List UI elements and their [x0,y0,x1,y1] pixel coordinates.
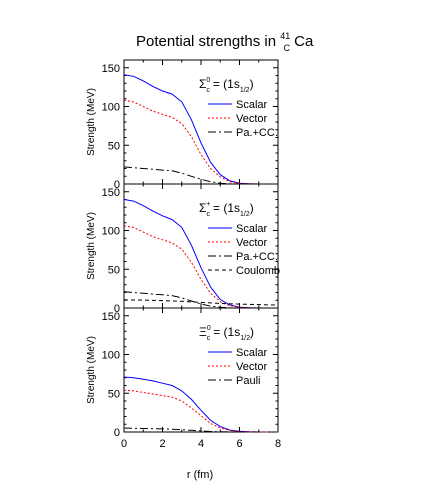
legend-label: Pauli [236,375,260,387]
y-tick-label: 150 [102,63,120,75]
series-line-scalar [123,376,278,433]
state-label: Ξ0 c = (1s1/2) [199,325,254,342]
panel-sigma-c-plus: 0 50 100 150 Strength (MeV) Σ+ c = (1s1/2) Scala… [86,183,280,315]
x-axis-label: r (fm) [187,469,213,481]
y-tick-label: 50 [108,140,120,152]
y-tick-label: 100 [102,102,120,114]
state-suffix: ) [250,325,254,339]
y-tick-label: 150 [102,311,120,323]
y-axis-label: Strength (MeV) [86,212,97,280]
state-prefix: = (1s [213,201,240,215]
series-line-vector [123,389,278,433]
legend-label: Scalar [236,223,268,235]
particle-flavor: c [207,211,211,218]
legend-label: Vector [236,361,268,373]
series-line-pauli [123,427,278,433]
x-tick-label: 4 [198,438,204,450]
x-tick-label: 8 [275,438,281,450]
legend-label: Pa.+CC. [236,127,278,139]
particle-flavor: c [207,335,211,342]
state-suffix: ) [250,201,254,215]
state-suffix: ) [250,77,254,91]
particle-symbol: Ξ [199,325,207,339]
x-tick-label: 6 [236,438,242,450]
series-line-coulomb [123,299,279,306]
y-tick-label: 0 [114,303,120,315]
figure-title-mass: 41 [280,31,290,41]
y-tick-label: 50 [108,264,120,276]
particle-charge: 0 [206,77,210,84]
legend-label: Pa.+CC. [236,251,278,263]
y-tick-label: 50 [108,388,120,400]
state-subscript: 1/2 [240,335,250,342]
state-prefix: = (1s [213,77,240,91]
particle-charge: + [206,201,210,208]
y-tick-label: 100 [102,350,120,362]
particle-charge: 0 [207,325,211,332]
state-label: Σ0 c = (1s1/2) [199,77,254,94]
state-subscript: 1/2 [240,211,250,218]
state-label: Σ+ c = (1s1/2) [199,201,254,218]
legend-label: Scalar [236,99,268,111]
x-tick-label: 0 [121,438,127,450]
legend-label: Scalar [236,347,268,359]
series-line-vector [123,99,278,185]
y-tick-label: 0 [114,179,120,191]
y-axis-label: Strength (MeV) [86,88,97,156]
legend-label: Coulomb [236,265,280,277]
particle-symbol: Σ [199,201,206,215]
figure-title: Potential strengths in 41 C Ca [136,26,314,55]
x-tick-label: 2 [159,438,165,450]
legend-label: Vector [236,113,268,125]
y-axis-label: Strength (MeV) [86,336,97,404]
state-prefix: = (1s [213,325,240,339]
y-tick-label: 0 [114,427,120,439]
y-tick-label: 100 [102,226,120,238]
legend-label: Vector [236,237,268,249]
figure-title-hyperon: C [283,43,290,53]
particle-flavor: c [206,87,210,94]
y-tick-label: 150 [102,187,120,199]
figure-title-text: Potential strengths in [136,33,280,50]
figure-title-element: Ca [294,33,314,50]
state-subscript: 1/2 [240,87,250,94]
particle-symbol: Σ [199,77,206,91]
